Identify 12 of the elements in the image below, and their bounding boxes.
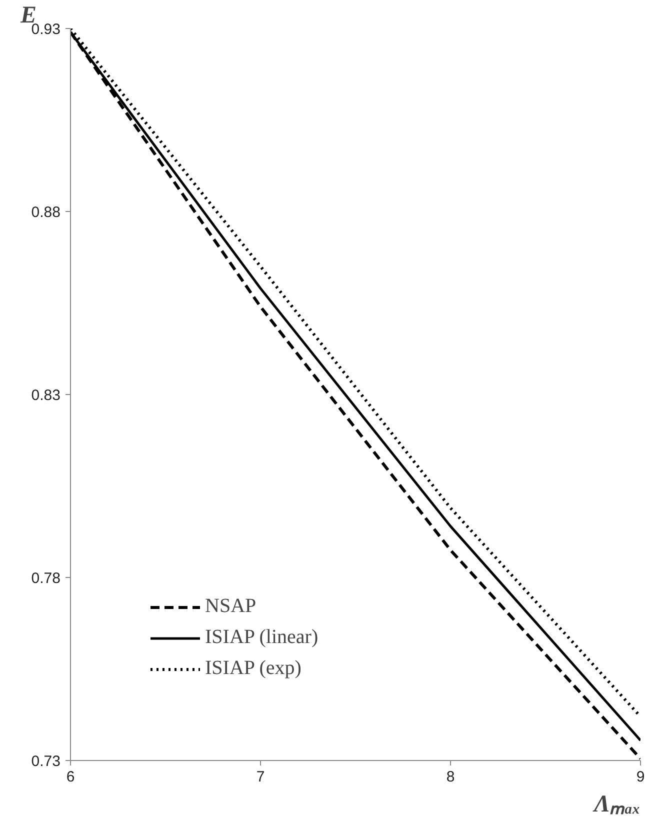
x-tick-label: 6 <box>66 768 75 786</box>
y-tick-label: 0.88 <box>31 204 61 221</box>
y-tick-label: 0.83 <box>31 387 61 404</box>
legend-label: ISIAP (linear) <box>205 626 318 649</box>
x-tick-label: 7 <box>256 768 265 786</box>
legend-label: ISIAP (exp) <box>205 657 302 680</box>
y-tick-label: 0.73 <box>31 753 61 770</box>
x-tick-label: 8 <box>446 768 455 786</box>
x-tick-label: 9 <box>636 768 645 786</box>
legend-label: NSAP <box>205 595 256 618</box>
x-axis-title: Λₘₐₓ <box>592 792 641 818</box>
y-tick-label: 0.78 <box>31 570 61 587</box>
